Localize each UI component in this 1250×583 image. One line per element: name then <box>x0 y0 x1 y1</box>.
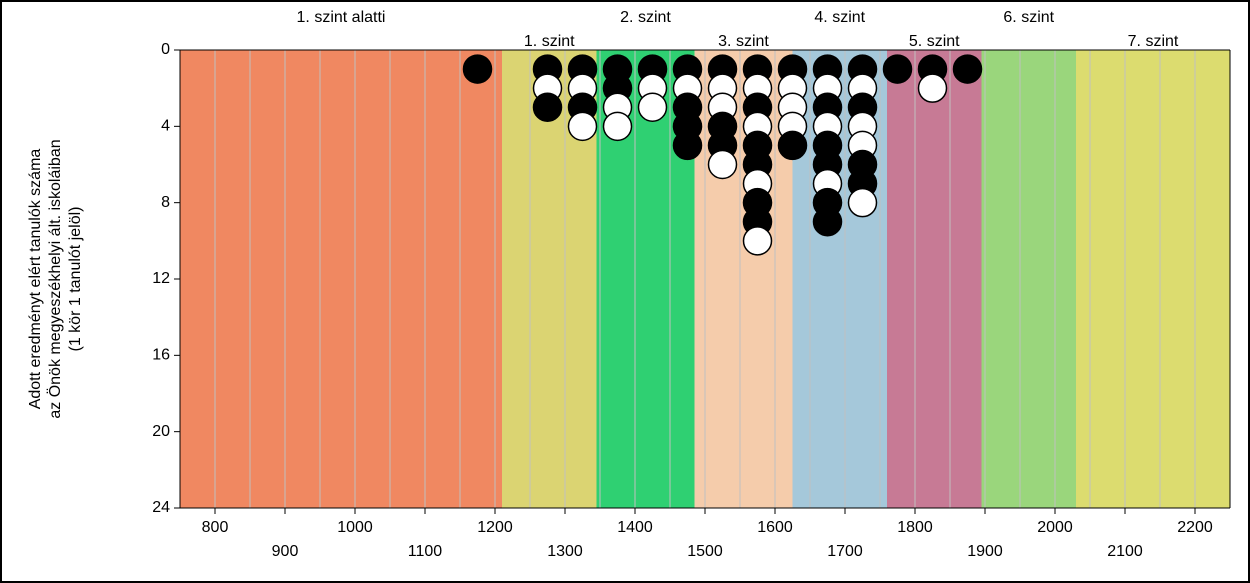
band-label: 1. szint <box>524 33 575 50</box>
x-tick-label: 1300 <box>547 543 583 560</box>
y-tick-label: 24 <box>152 499 170 516</box>
y-axis-title-line: az Önök megyeszékhelyi ált. iskoláiban <box>46 139 64 418</box>
band-label: 7. szint <box>1128 33 1179 50</box>
x-tick-label: 1800 <box>897 519 933 536</box>
x-tick-label: 1500 <box>687 543 723 560</box>
y-tick-label: 4 <box>161 118 170 135</box>
dot-plot-chart: 0 4 8 12 16 20 24 800 1000 1200 1400 1600 1800 2000 22… <box>0 0 1250 583</box>
level-band <box>695 50 793 508</box>
band-label: 4. szint <box>814 9 865 26</box>
x-tick-label: 1400 <box>617 519 653 536</box>
dot-black <box>954 55 982 83</box>
y-axis-title-line: (1 kör 1 tanulót jelöl) <box>67 207 84 352</box>
level-band <box>982 50 1077 508</box>
dot-white <box>849 189 877 217</box>
y-tick-label: 8 <box>161 194 170 211</box>
band-label: 2. szint <box>620 9 671 26</box>
dot-white <box>744 227 772 255</box>
dot-black <box>464 55 492 83</box>
x-tick-label: 800 <box>202 519 229 536</box>
dot-white <box>919 74 947 102</box>
x-tick-label: 900 <box>272 543 299 560</box>
dot-white <box>569 112 597 140</box>
x-tick-label: 1900 <box>967 543 1003 560</box>
dot-white <box>709 151 737 179</box>
x-tick-label: 2100 <box>1107 543 1143 560</box>
y-tick-label: 12 <box>152 270 170 287</box>
dot-black <box>814 208 842 236</box>
x-tick-label: 1200 <box>477 519 513 536</box>
y-tick-label: 20 <box>152 423 170 440</box>
level-band <box>180 50 502 508</box>
level-band <box>1076 50 1230 508</box>
x-tick-label: 1100 <box>408 543 443 560</box>
band-label: 5. szint <box>909 33 960 50</box>
level-band <box>887 50 982 508</box>
dot-white <box>604 112 632 140</box>
y-tick-label: 16 <box>152 347 170 364</box>
dot-white <box>639 93 667 121</box>
dot-black <box>674 131 702 159</box>
band-label: 6. szint <box>1003 9 1054 26</box>
x-tick-label: 1600 <box>757 519 793 536</box>
y-tick-label: 0 <box>161 41 170 58</box>
dot-black <box>534 93 562 121</box>
x-tick-label: 1700 <box>827 543 863 560</box>
chart-svg: 0 4 8 12 16 20 24 800 1000 1200 1400 1600 1800 2000 22… <box>0 0 1250 583</box>
band-label: 3. szint <box>718 33 769 50</box>
dot-black <box>779 131 807 159</box>
x-tick-label: 1000 <box>337 519 373 536</box>
x-tick-label: 2200 <box>1177 519 1213 536</box>
y-axis-title-line: Adott eredményt elért tanulók száma <box>27 149 44 410</box>
band-label: 1. szint alatti <box>297 9 386 26</box>
x-tick-label: 2000 <box>1037 519 1073 536</box>
dot-black <box>884 55 912 83</box>
